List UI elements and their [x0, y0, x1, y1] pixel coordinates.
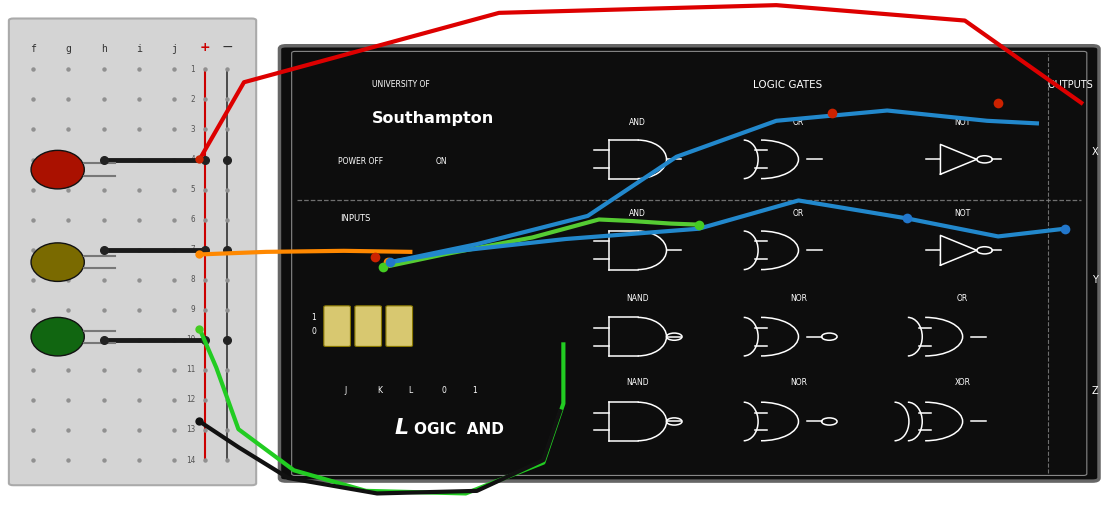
Text: XOR: XOR	[955, 378, 970, 388]
Text: 9: 9	[191, 305, 195, 314]
Text: 0: 0	[441, 386, 446, 395]
Text: 12: 12	[186, 395, 195, 405]
Text: OR: OR	[793, 209, 804, 218]
Text: Y: Y	[1091, 275, 1098, 285]
Text: NOT: NOT	[955, 118, 970, 127]
Text: 1: 1	[191, 65, 195, 74]
Text: 10: 10	[186, 335, 195, 344]
Text: OR: OR	[957, 293, 968, 303]
Text: UNIVERSITY OF: UNIVERSITY OF	[372, 80, 429, 89]
Text: 6: 6	[191, 215, 195, 224]
Ellipse shape	[31, 151, 84, 189]
Text: 2: 2	[191, 95, 195, 104]
Text: i: i	[136, 44, 142, 54]
Text: NOT: NOT	[955, 209, 970, 218]
Text: 11: 11	[186, 365, 195, 374]
Text: NAND: NAND	[627, 378, 649, 388]
Text: −: −	[222, 40, 233, 54]
Text: LOGIC GATES: LOGIC GATES	[753, 80, 822, 90]
Text: AND: AND	[629, 118, 647, 127]
Text: 1: 1	[312, 313, 316, 322]
Text: 4: 4	[191, 155, 195, 164]
Ellipse shape	[31, 243, 84, 282]
Text: NAND: NAND	[627, 293, 649, 303]
Text: 1: 1	[472, 386, 477, 395]
Text: J: J	[345, 386, 347, 395]
Text: 14: 14	[186, 455, 195, 465]
FancyBboxPatch shape	[9, 19, 256, 485]
Text: OGIC  AND: OGIC AND	[414, 423, 503, 437]
Text: NOR: NOR	[790, 293, 807, 303]
Text: L: L	[408, 386, 413, 395]
Text: h: h	[101, 44, 106, 54]
Text: 0: 0	[312, 327, 316, 336]
Text: 7: 7	[191, 245, 195, 254]
Text: POWER OFF: POWER OFF	[338, 157, 384, 167]
Text: AND: AND	[629, 209, 647, 218]
Text: X: X	[1091, 146, 1098, 157]
Text: 5: 5	[191, 185, 195, 194]
FancyBboxPatch shape	[386, 306, 413, 346]
Text: L: L	[395, 418, 409, 438]
FancyBboxPatch shape	[279, 46, 1099, 481]
Text: OR: OR	[793, 118, 804, 127]
Text: g: g	[65, 44, 71, 54]
Text: 8: 8	[191, 275, 195, 284]
Text: NOR: NOR	[790, 378, 807, 388]
Text: Southampton: Southampton	[372, 111, 494, 126]
Text: 3: 3	[191, 125, 195, 134]
Ellipse shape	[31, 317, 84, 356]
Text: j: j	[171, 44, 177, 54]
Text: +: +	[200, 41, 211, 54]
Text: Z: Z	[1091, 386, 1098, 396]
Text: K: K	[377, 386, 381, 395]
FancyBboxPatch shape	[355, 306, 381, 346]
Text: ON: ON	[436, 157, 447, 167]
Text: INPUTS: INPUTS	[340, 214, 370, 223]
Text: 13: 13	[186, 426, 195, 434]
Text: OUTPUTS: OUTPUTS	[1047, 80, 1093, 90]
Text: f: f	[30, 44, 37, 54]
FancyBboxPatch shape	[324, 306, 350, 346]
